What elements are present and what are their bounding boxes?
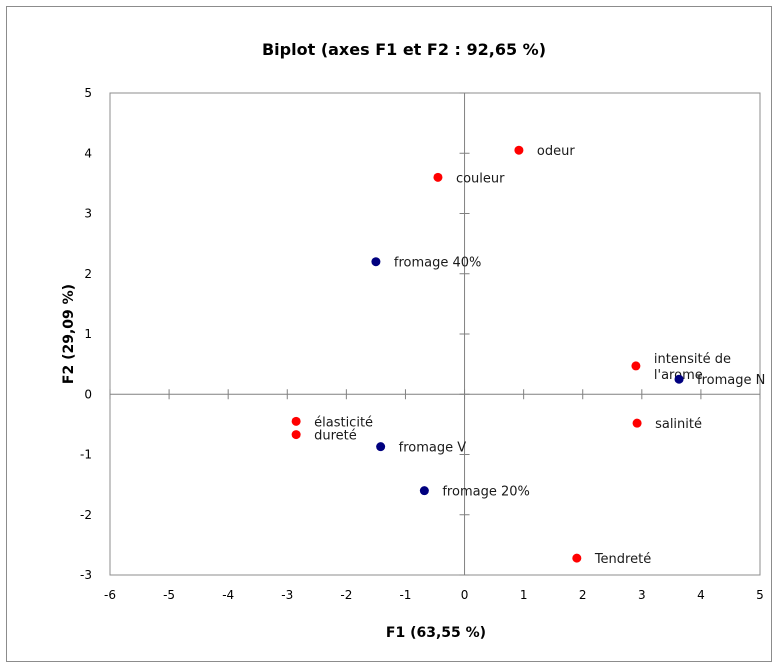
observation-label: fromage N — [697, 373, 765, 388]
chart-title: Biplot (axes F1 et F2 : 92,65 %) — [262, 40, 546, 59]
variable-point — [632, 418, 642, 428]
biplot-chart: Biplot (axes F1 et F2 : 92,65 %) F1 (63,… — [61, 40, 765, 641]
observation-point — [371, 257, 381, 267]
x-tick-label: -1 — [399, 588, 411, 602]
variable-label: élasticité — [314, 415, 373, 430]
observation-point — [674, 374, 684, 384]
x-tick-label: 1 — [520, 588, 528, 602]
x-tick-label: 5 — [756, 588, 764, 602]
axes-layer: -6 -5 -4 -3 -2 -1 0 1 2 3 4 5 5 4 3 2 1 0 -1 -2 -3 — [80, 86, 764, 602]
observation-label: fromage V — [399, 441, 467, 456]
variable-label: couleur — [456, 171, 505, 186]
y-tick-label: -2 — [80, 508, 92, 522]
variable-label: dureté — [314, 429, 357, 444]
variable-label: Tendreté — [594, 552, 651, 567]
variable-point — [433, 172, 443, 182]
observation-label: fromage 40% — [394, 256, 482, 271]
x-tick-label: 0 — [461, 588, 469, 602]
x-tick-label: -2 — [340, 588, 352, 602]
variable-point — [291, 416, 301, 426]
x-tick-label: -6 — [104, 588, 116, 602]
y-tick-label: 3 — [84, 207, 92, 221]
y-tick-label: -3 — [80, 568, 92, 582]
y-tick-label: -1 — [80, 448, 92, 462]
observation-point — [419, 486, 429, 496]
variable-point — [572, 553, 582, 563]
x-tick-label: 4 — [697, 588, 705, 602]
observation-point — [376, 442, 386, 452]
y-tick-label: 2 — [84, 267, 92, 281]
plot-area — [109, 92, 761, 576]
observation-label: fromage 20% — [442, 485, 530, 500]
variable-label: salinité — [655, 417, 702, 432]
y-tick-label: 4 — [84, 146, 92, 160]
chart-frame: Biplot (axes F1 et F2 : 92,65 %) F1 (63,… — [6, 6, 772, 662]
x-tick-label: 3 — [638, 588, 646, 602]
variable-point — [631, 361, 641, 371]
x-tick-label: -4 — [222, 588, 234, 602]
y-axis-title: F2 (29,09 %) — [61, 284, 77, 384]
x-tick-label: -3 — [281, 588, 293, 602]
variable-label: odeur — [537, 144, 575, 159]
y-tick-label: 5 — [84, 86, 92, 100]
y-tick-label: 0 — [84, 387, 92, 401]
x-tick-label: -5 — [163, 588, 175, 602]
x-tick-label: 2 — [579, 588, 587, 602]
variable-label: intensité de — [654, 352, 731, 367]
x-axis-title: F1 (63,55 %) — [386, 625, 486, 641]
y-tick-label: 1 — [84, 327, 92, 341]
variable-point — [514, 145, 524, 155]
variable-point — [291, 430, 301, 440]
